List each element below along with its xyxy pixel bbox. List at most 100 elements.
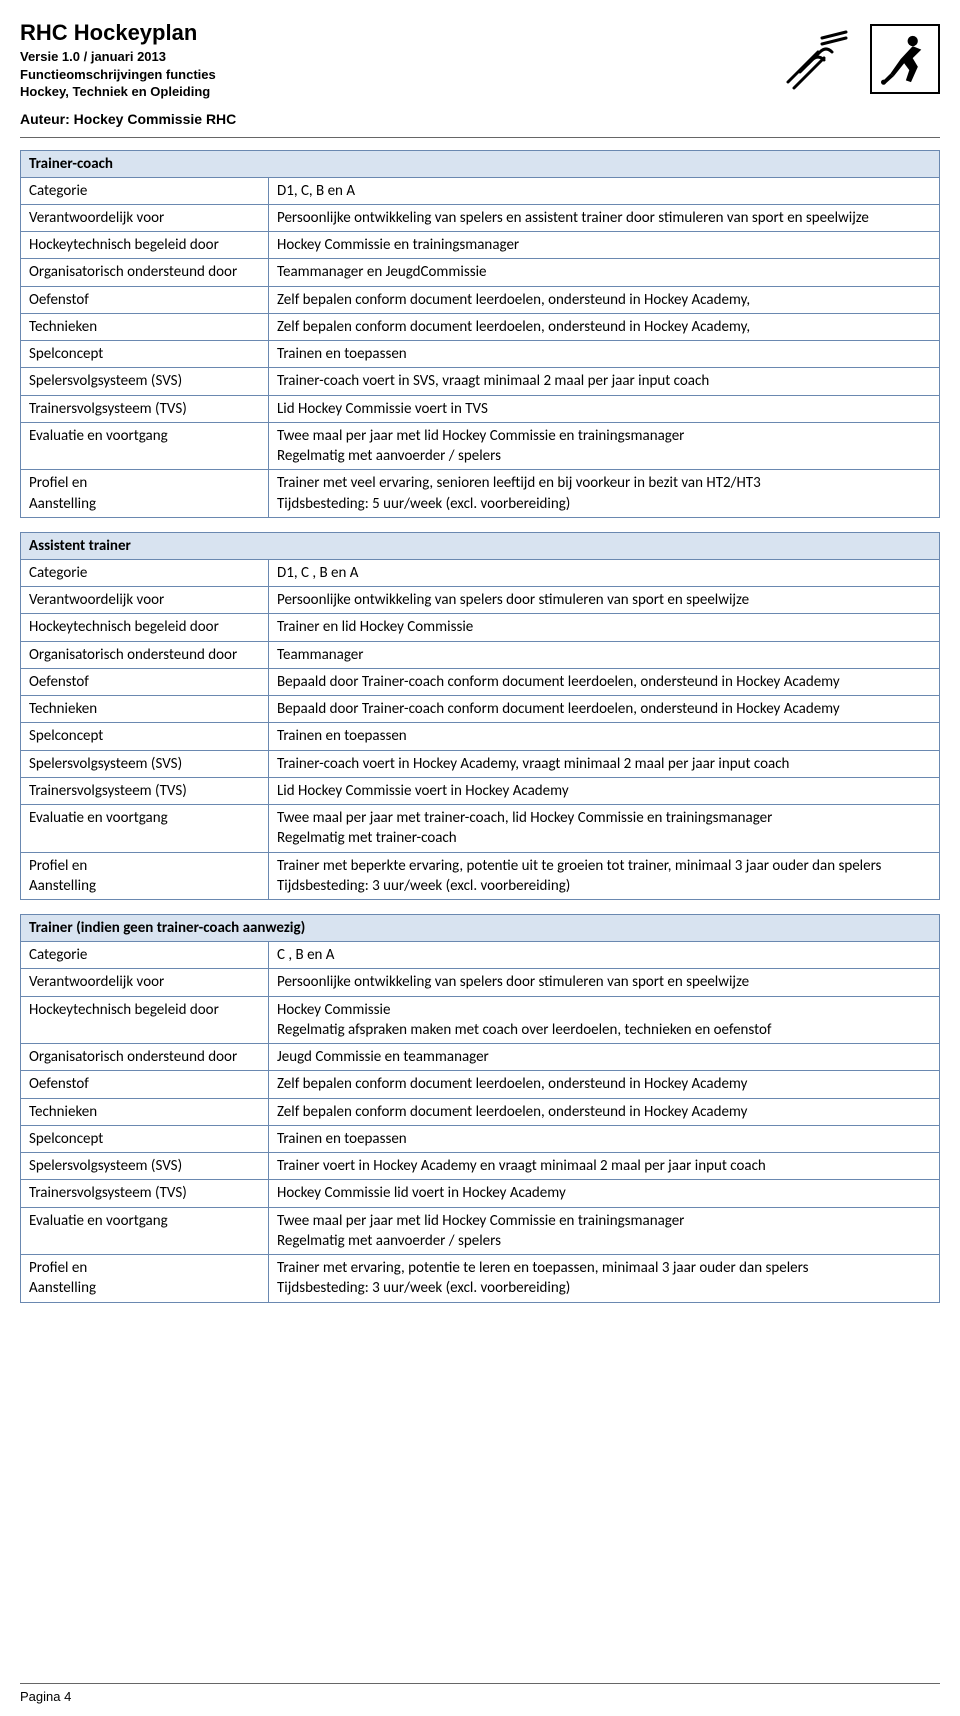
table-row: Profiel enAanstellingTrainer met ervarin… bbox=[21, 1255, 940, 1303]
row-value: Lid Hockey Commissie voert in TVS bbox=[269, 395, 940, 422]
table-row: Trainersvolgsysteem (TVS)Hockey Commissi… bbox=[21, 1180, 940, 1207]
row-label: Profiel enAanstelling bbox=[21, 852, 269, 900]
table-title: Trainer (indien geen trainer-coach aanwe… bbox=[21, 915, 940, 942]
table-row: SpelconceptTrainen en toepassen bbox=[21, 1125, 940, 1152]
table-row: Organisatorisch ondersteund door Teammana… bbox=[21, 259, 940, 286]
table-row: Profiel enAanstellingTrainer met veel er… bbox=[21, 470, 940, 518]
row-label: Organisatorisch ondersteund door bbox=[21, 259, 269, 286]
row-label: Oefenstof bbox=[21, 286, 269, 313]
row-value: Trainer voert in Hockey Academy en vraag… bbox=[269, 1153, 940, 1180]
row-label: Trainersvolgsysteem (TVS) bbox=[21, 1180, 269, 1207]
table-row: Hockeytechnisch begeleid door Trainer en … bbox=[21, 614, 940, 641]
row-label: Evaluatie en voortgang bbox=[21, 422, 269, 470]
definition-table: Trainer (indien geen trainer-coach aanwe… bbox=[20, 914, 940, 1303]
table-row: Evaluatie en voortgangTwee maal per jaar… bbox=[21, 1207, 940, 1255]
value-line: Teammanager en JeugdCommissie bbox=[277, 262, 931, 282]
table-row: Verantwoordelijk voor Persoonlijke ontwik… bbox=[21, 204, 940, 231]
table-row: Technieken Zelf bepalen conform document … bbox=[21, 313, 940, 340]
value-line: Regelmatig afspraken maken met coach ove… bbox=[277, 1020, 931, 1040]
row-label: Organisatorisch ondersteund door bbox=[21, 1044, 269, 1071]
table-row: Spelersvolgsysteem (SVS)Trainer-coach vo… bbox=[21, 368, 940, 395]
row-value: Trainer-coach voert in Hockey Academy, v… bbox=[269, 750, 940, 777]
row-label: Trainersvolgsysteem (TVS) bbox=[21, 395, 269, 422]
table-row: CategorieD1, C, B en A bbox=[21, 177, 940, 204]
row-label: Spelersvolgsysteem (SVS) bbox=[21, 1153, 269, 1180]
row-value: Hockey Commissie en trainingsmanager bbox=[269, 232, 940, 259]
row-label: Technieken bbox=[21, 696, 269, 723]
page-number: Pagina 4 bbox=[20, 1689, 71, 1704]
page-footer: Pagina 4 bbox=[20, 1683, 940, 1706]
row-value: Twee maal per jaar met lid Hockey Commis… bbox=[269, 422, 940, 470]
table-row: Oefenstof Zelf bepalen conform document l… bbox=[21, 1071, 940, 1098]
definition-table: Trainer-coachCategorieD1, C, B en AVeran… bbox=[20, 150, 940, 518]
value-line: Twee maal per jaar met trainer-coach, li… bbox=[277, 808, 931, 828]
table-row: TechniekenZelf bepalen conform document … bbox=[21, 1098, 940, 1125]
value-line: Regelmatig met trainer-coach bbox=[277, 828, 931, 848]
value-line: Teammanager bbox=[277, 645, 931, 665]
row-label: Evaluatie en voortgang bbox=[21, 805, 269, 853]
row-value: Persoonlijke ontwikkeling van spelers do… bbox=[269, 587, 940, 614]
row-value: Trainer met ervaring, potentie te leren … bbox=[269, 1255, 940, 1303]
row-label: Evaluatie en voortgang bbox=[21, 1207, 269, 1255]
value-line: Trainer met ervaring, potentie te leren … bbox=[277, 1258, 931, 1278]
row-label: Oefenstof bbox=[21, 1071, 269, 1098]
row-label: Verantwoordelijk voor bbox=[21, 969, 269, 996]
value-line: Bepaald door Trainer-coach conform docum… bbox=[277, 699, 931, 719]
value-line: Persoonlijke ontwikkeling van spelers en… bbox=[277, 208, 931, 228]
table-row: Spelersvolgsysteem (SVS)Trainer-coach vo… bbox=[21, 750, 940, 777]
row-label: Verantwoordelijk voor bbox=[21, 587, 269, 614]
row-label: Hockeytechnisch begeleid door bbox=[21, 996, 269, 1044]
table-row: CategorieC , B en A bbox=[21, 942, 940, 969]
row-value: Trainer met veel ervaring, senioren leef… bbox=[269, 470, 940, 518]
row-label: Spelersvolgsysteem (SVS) bbox=[21, 368, 269, 395]
row-label: Categorie bbox=[21, 942, 269, 969]
row-label: Spelersvolgsysteem (SVS) bbox=[21, 750, 269, 777]
row-value: Bepaald door Trainer-coach conform docum… bbox=[269, 696, 940, 723]
table-row: Verantwoordelijk voor Persoonlijke ontwik… bbox=[21, 969, 940, 996]
row-label: Categorie bbox=[21, 559, 269, 586]
value-line: D1, C, B en A bbox=[277, 181, 931, 201]
table-row: SpelconceptTrainen en toepassen bbox=[21, 723, 940, 750]
row-label: Organisatorisch ondersteund door bbox=[21, 641, 269, 668]
row-value: Trainer en lid Hockey Commissie bbox=[269, 614, 940, 641]
value-line: Regelmatig met aanvoerder / spelers bbox=[277, 1231, 931, 1251]
value-line: Trainer voert in Hockey Academy en vraag… bbox=[277, 1156, 931, 1176]
value-line: Bepaald door Trainer-coach conform docum… bbox=[277, 672, 931, 692]
value-line: D1, C , B en A bbox=[277, 563, 931, 583]
value-line: Lid Hockey Commissie voert in Hockey Aca… bbox=[277, 781, 931, 801]
row-value: Zelf bepalen conform document leerdoelen… bbox=[269, 313, 940, 340]
author-line: Auteur: Hockey Commissie RHC bbox=[20, 111, 780, 127]
row-value: Jeugd Commissie en teammanager bbox=[269, 1044, 940, 1071]
row-value: Twee maal per jaar met trainer-coach, li… bbox=[269, 805, 940, 853]
row-label: Oefenstof bbox=[21, 668, 269, 695]
row-value: Zelf bepalen conform document leerdoelen… bbox=[269, 1098, 940, 1125]
tables-container: Trainer-coachCategorieD1, C, B en AVeran… bbox=[20, 150, 940, 1303]
row-value: Teammanager bbox=[269, 641, 940, 668]
page-header: RHC Hockeyplan Versie 1.0 / januari 2013… bbox=[20, 20, 940, 131]
row-label: Technieken bbox=[21, 313, 269, 340]
value-line: Trainen en toepassen bbox=[277, 344, 931, 364]
row-value: C , B en A bbox=[269, 942, 940, 969]
value-line: Zelf bepalen conform document leerdoelen… bbox=[277, 1074, 931, 1094]
table-row: Profiel enAanstellingTrainer met beperkt… bbox=[21, 852, 940, 900]
value-line: Trainer en lid Hockey Commissie bbox=[277, 617, 931, 637]
value-line: Zelf bepalen conform document leerdoelen… bbox=[277, 290, 931, 310]
value-line: Persoonlijke ontwikkeling van spelers do… bbox=[277, 972, 931, 992]
table-row: Organisatorisch ondersteund door Teammana… bbox=[21, 641, 940, 668]
value-line: Zelf bepalen conform document leerdoelen… bbox=[277, 317, 931, 337]
rhc-logo-icon bbox=[780, 24, 850, 94]
value-line: Regelmatig met aanvoerder / spelers bbox=[277, 446, 931, 466]
row-value: Zelf bepalen conform document leerdoelen… bbox=[269, 286, 940, 313]
row-value: Bepaald door Trainer-coach conform docum… bbox=[269, 668, 940, 695]
table-row: Hockeytechnisch begeleid doorHockey Comm… bbox=[21, 996, 940, 1044]
table-row: Trainersvolgsysteem (TVS)Lid Hockey Comm… bbox=[21, 395, 940, 422]
row-value: Trainen en toepassen bbox=[269, 1125, 940, 1152]
row-label: Spelconcept bbox=[21, 341, 269, 368]
row-value: Twee maal per jaar met lid Hockey Commis… bbox=[269, 1207, 940, 1255]
row-label: Profiel enAanstelling bbox=[21, 470, 269, 518]
value-line: Zelf bepalen conform document leerdoelen… bbox=[277, 1102, 931, 1122]
row-label: Verantwoordelijk voor bbox=[21, 204, 269, 231]
table-row: Hockeytechnisch begeleid doorHockey Comm… bbox=[21, 232, 940, 259]
row-value: Lid Hockey Commissie voert in Hockey Aca… bbox=[269, 777, 940, 804]
row-label: Hockeytechnisch begeleid door bbox=[21, 614, 269, 641]
